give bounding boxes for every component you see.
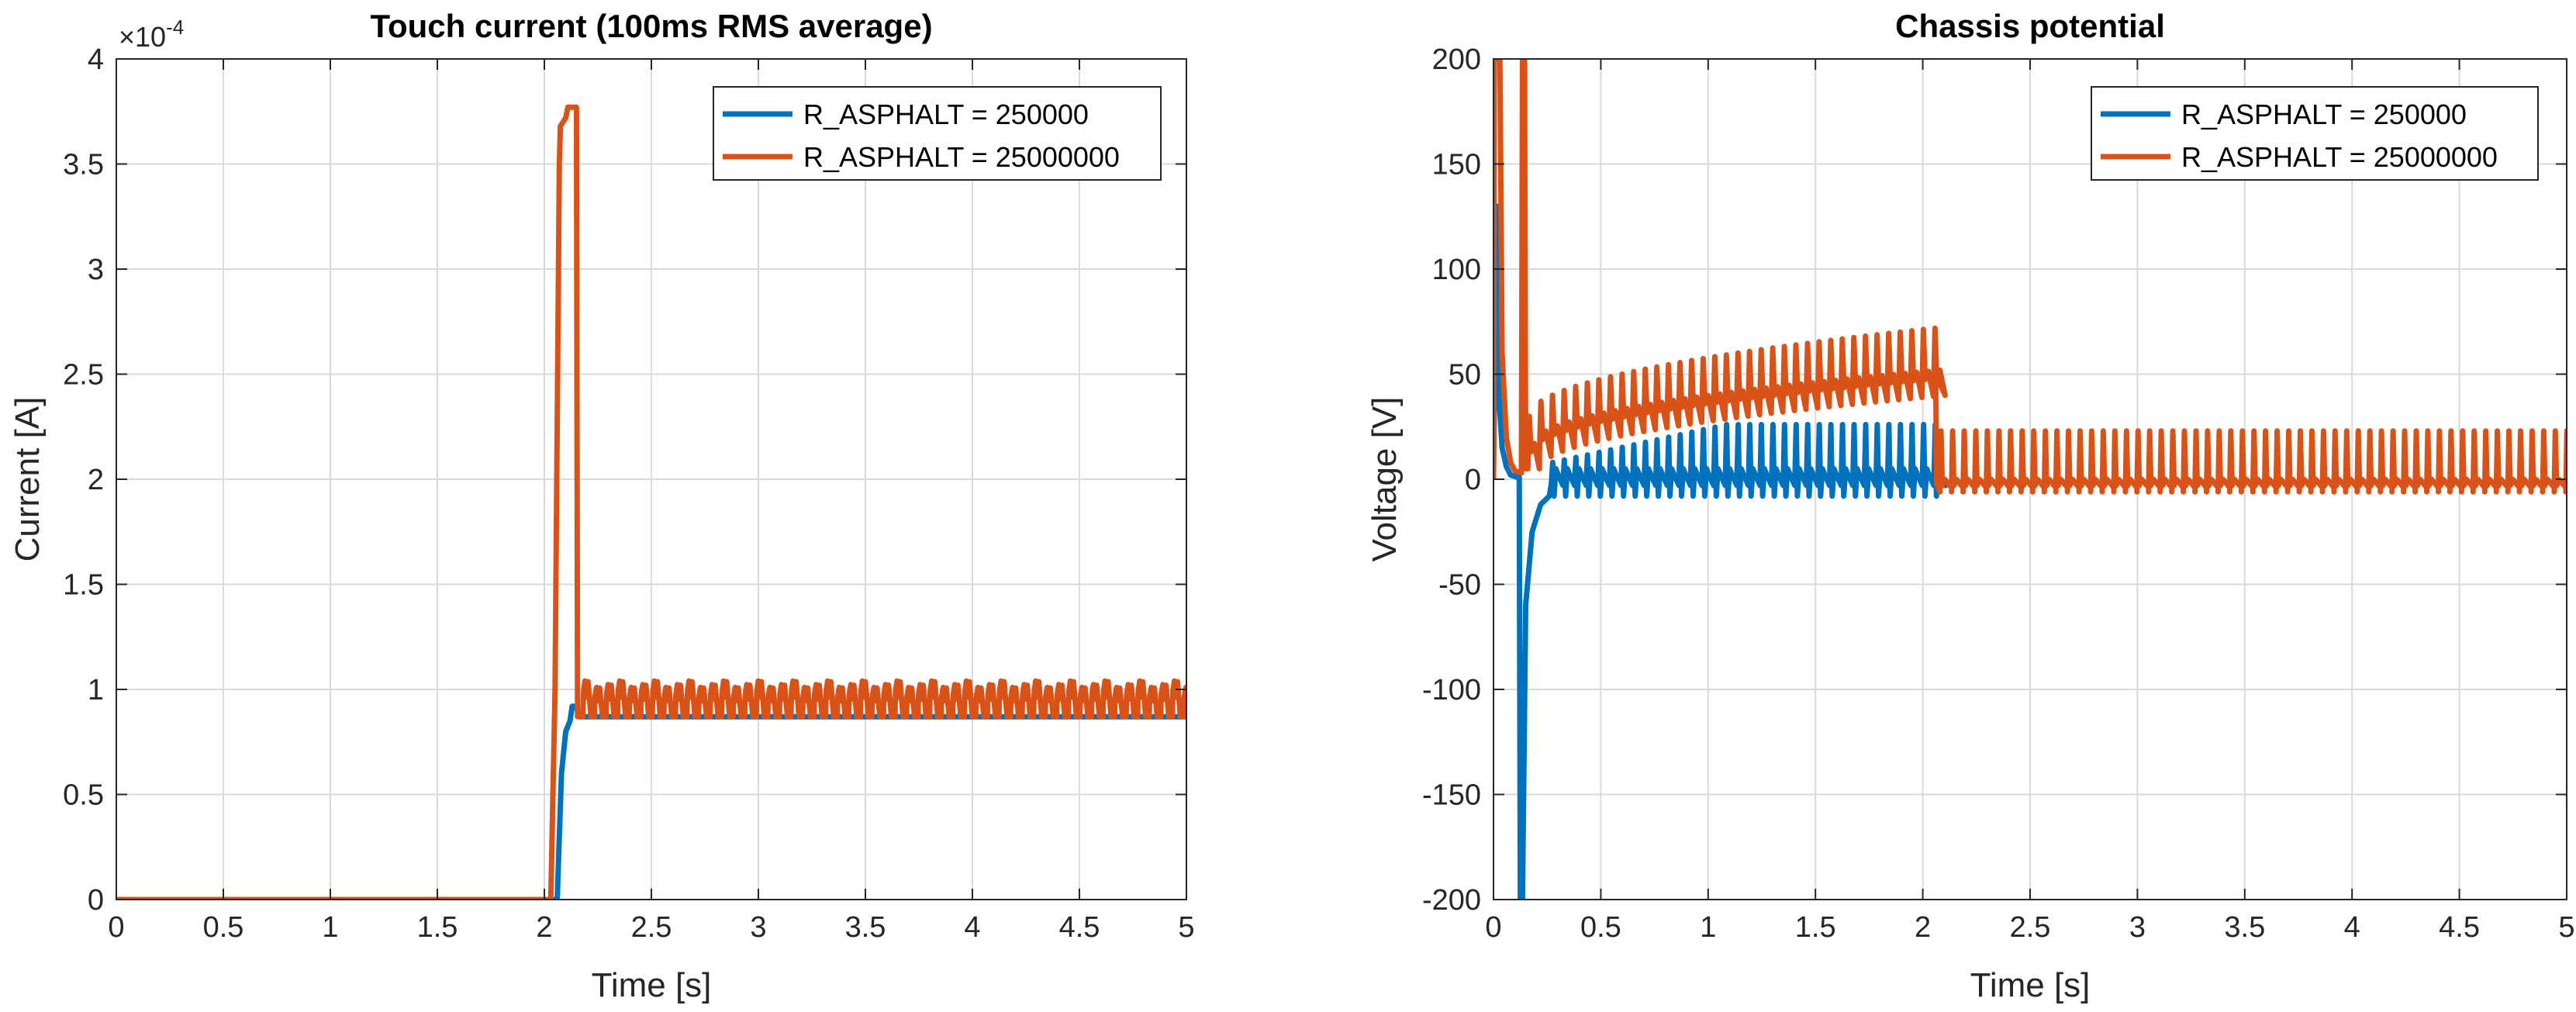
touch-current-legend: R_ASPHALT = 250000 R_ASPHALT = 25000000	[713, 86, 1162, 181]
chassis-potential-y-tick-label: 150	[1432, 149, 1481, 181]
touch-current-x-tick-label: 0	[108, 911, 124, 944]
chassis-potential-legend-label-2: R_ASPHALT = 25000000	[2181, 141, 2498, 173]
chassis-potential-legend-box	[2091, 86, 2539, 181]
touch-current-y-tick-label: 4	[88, 43, 104, 76]
chassis-potential-x-tick-label: 3.5	[2224, 911, 2265, 944]
chassis-potential-x-tick-label: 2.5	[2010, 911, 2051, 944]
chassis-potential-series-250000	[1493, 203, 1949, 900]
exponent-base: ×10	[119, 21, 166, 53]
chassis-potential-x-tick-label: 2	[1915, 911, 1931, 944]
touch-current-x-tick-label: 0.5	[203, 911, 244, 944]
chassis-potential-y-tick-label: 100	[1432, 254, 1481, 286]
touch-current-y-exponent: ×10-4	[119, 16, 184, 53]
touch-current-chart: 0 0.5 1 1.5 2 2.5 3 3.5 4 4.5 5 0 0.5 1 1.5 2 2.5 3 3.5 4 ×…	[9, 8, 1195, 1004]
touch-current-y-label: Current [A]	[9, 397, 47, 562]
chassis-potential-chart: 0 0.5 1 1.5 2 2.5 3 3.5 4 4.5 5 -200 -150 -100 -50 0 50 1…	[1366, 8, 2575, 1004]
touch-current-y-tick-label: 0.5	[63, 779, 104, 812]
touch-current-x-tick-label: 2	[536, 911, 552, 944]
touch-current-lines	[116, 104, 1186, 900]
touch-current-legend-label-2: R_ASPHALT = 25000000	[803, 141, 1120, 173]
touch-current-y-tick-label: 1	[88, 674, 104, 706]
touch-current-legend-box	[713, 86, 1162, 181]
touch-current-x-label: Time [s]	[592, 966, 712, 1004]
touch-current-x-tick-label: 1.5	[417, 911, 458, 944]
chassis-potential-y-tick-label: 200	[1432, 43, 1481, 76]
chassis-potential-x-tick-label: 0.5	[1580, 911, 1621, 944]
touch-current-series-25000000	[116, 104, 1186, 900]
chassis-potential-lines	[1493, 59, 2567, 900]
touch-current-title: Touch current (100ms RMS average)	[370, 8, 932, 44]
touch-current-x-tick-label: 3.5	[845, 911, 886, 944]
touch-current-y-tick-label: 2	[88, 464, 104, 496]
chassis-potential-title: Chassis potential	[1895, 8, 2165, 44]
touch-current-y-tick-label: 3	[88, 254, 104, 286]
chassis-potential-legend-label-1: R_ASPHALT = 250000	[2181, 98, 2467, 130]
touch-current-x-tick-label: 2.5	[631, 911, 672, 944]
chassis-potential-y-label: Voltage [V]	[1366, 397, 1404, 562]
chassis-potential-x-tick-label: 1	[1700, 911, 1716, 944]
touch-current-x-tick-label: 4	[964, 911, 980, 944]
chassis-potential-y-tick-label: -100	[1422, 674, 1481, 706]
chassis-potential-x-tick-label: 0	[1485, 911, 1501, 944]
chassis-potential-y-tick-label: -150	[1422, 779, 1481, 812]
exponent-power: -4	[166, 16, 184, 39]
touch-current-y-tick-label: 1.5	[63, 569, 104, 602]
chassis-potential-y-tick-label: -200	[1422, 884, 1481, 917]
chassis-potential-series-25000000	[1493, 59, 2567, 495]
touch-current-ticks	[116, 58, 1187, 900]
chassis-potential-x-tick-label: 4	[2344, 911, 2360, 944]
chassis-potential-y-tick-label: 50	[1449, 359, 1481, 392]
chassis-potential-x-tick-label: 1.5	[1795, 911, 1836, 944]
chassis-potential-y-tick-label: 0	[1465, 464, 1481, 496]
chassis-potential-ticks	[1493, 58, 2567, 900]
touch-current-x-tick-label: 1	[322, 911, 338, 944]
chassis-potential-tick-labels: 0 0.5 1 1.5 2 2.5 3 3.5 4 4.5 5 -200 -150 -100 -50 0 50 1…	[1422, 43, 2575, 944]
chassis-potential-legend: R_ASPHALT = 250000 R_ASPHALT = 25000000	[2091, 86, 2539, 181]
chassis-potential-x-tick-label: 5	[2558, 911, 2574, 944]
touch-current-x-tick-label: 3	[750, 911, 766, 944]
touch-current-y-tick-label: 2.5	[63, 359, 104, 392]
touch-current-legend-label-1: R_ASPHALT = 250000	[803, 98, 1089, 130]
chassis-potential-x-tick-label: 4.5	[2439, 911, 2480, 944]
touch-current-x-tick-label: 5	[1178, 911, 1194, 944]
touch-current-tick-labels: 0 0.5 1 1.5 2 2.5 3 3.5 4 4.5 5 0 0.5 1 1.5 2 2.5 3 3.5 4	[63, 43, 1194, 944]
touch-current-x-tick-label: 4.5	[1059, 911, 1100, 944]
touch-current-y-tick-label: 3.5	[63, 149, 104, 181]
chassis-potential-y-tick-label: -50	[1438, 569, 1481, 602]
touch-current-y-tick-label: 0	[88, 884, 104, 917]
chassis-potential-x-tick-label: 3	[2129, 911, 2146, 944]
chassis-potential-x-label: Time [s]	[1970, 966, 2091, 1004]
